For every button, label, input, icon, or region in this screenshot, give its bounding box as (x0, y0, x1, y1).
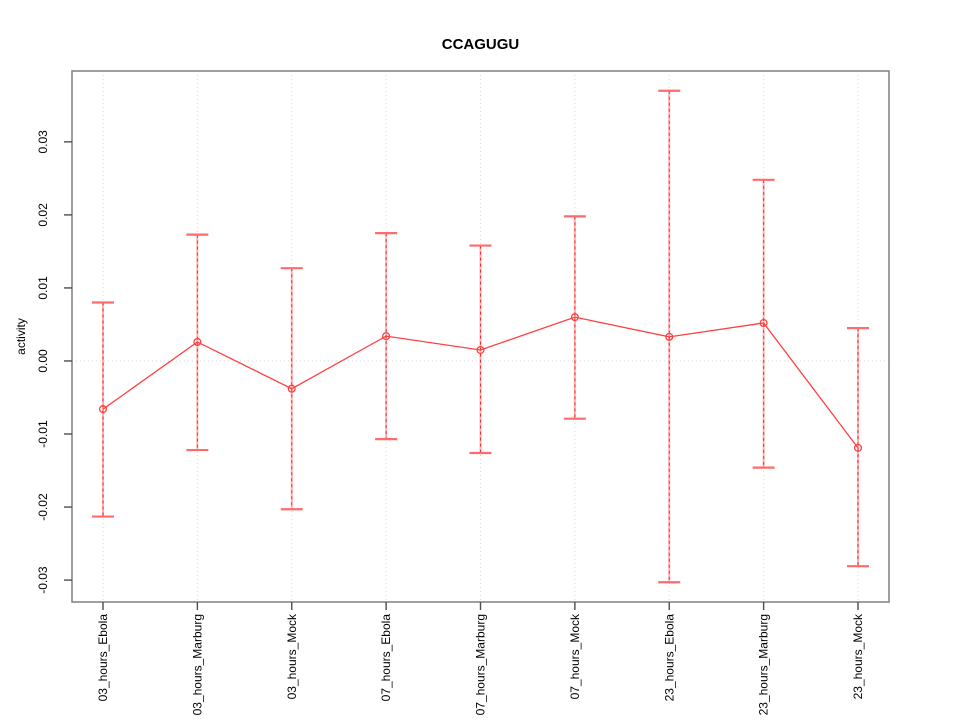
x-tick-label: 03_hours_Ebola (96, 614, 110, 702)
data-point-marker (759, 318, 768, 328)
data-point-marker (853, 443, 863, 452)
y-axis-label: activity (14, 318, 28, 355)
y-tick-label: -0.03 (36, 566, 50, 594)
y-tick-label: 0.00 (36, 349, 50, 373)
data-point-marker (193, 337, 202, 347)
x-tick-label: 23_hours_Marburg (757, 614, 771, 715)
data-point-marker (382, 332, 391, 341)
x-tick-label: 03_hours_Mock (285, 613, 299, 699)
data-point-marker (287, 384, 296, 393)
data-point-marker (98, 405, 108, 414)
data-point-marker (476, 345, 485, 355)
y-tick-label: 0.02 (36, 203, 50, 227)
x-tick-label: 23_hours_Mock (851, 613, 865, 699)
series-line (102, 316, 859, 449)
x-tick-label: 07_hours_Mock (568, 613, 582, 699)
y-tick-label: 0.01 (36, 276, 50, 300)
data-point-marker (570, 313, 579, 322)
y-tick-label: -0.01 (36, 420, 50, 448)
x-tick-label: 07_hours_Marburg (474, 614, 488, 715)
y-tick-label: 0.03 (36, 130, 50, 154)
chart-title: CCAGUGU (442, 36, 520, 53)
y-tick-label: -0.02 (36, 493, 50, 521)
data-point-marker (665, 332, 674, 341)
x-tick-label: 03_hours_Marburg (190, 614, 204, 715)
x-tick-label: 07_hours_Ebola (379, 614, 393, 702)
x-tick-label: 23_hours_Ebola (662, 614, 676, 702)
